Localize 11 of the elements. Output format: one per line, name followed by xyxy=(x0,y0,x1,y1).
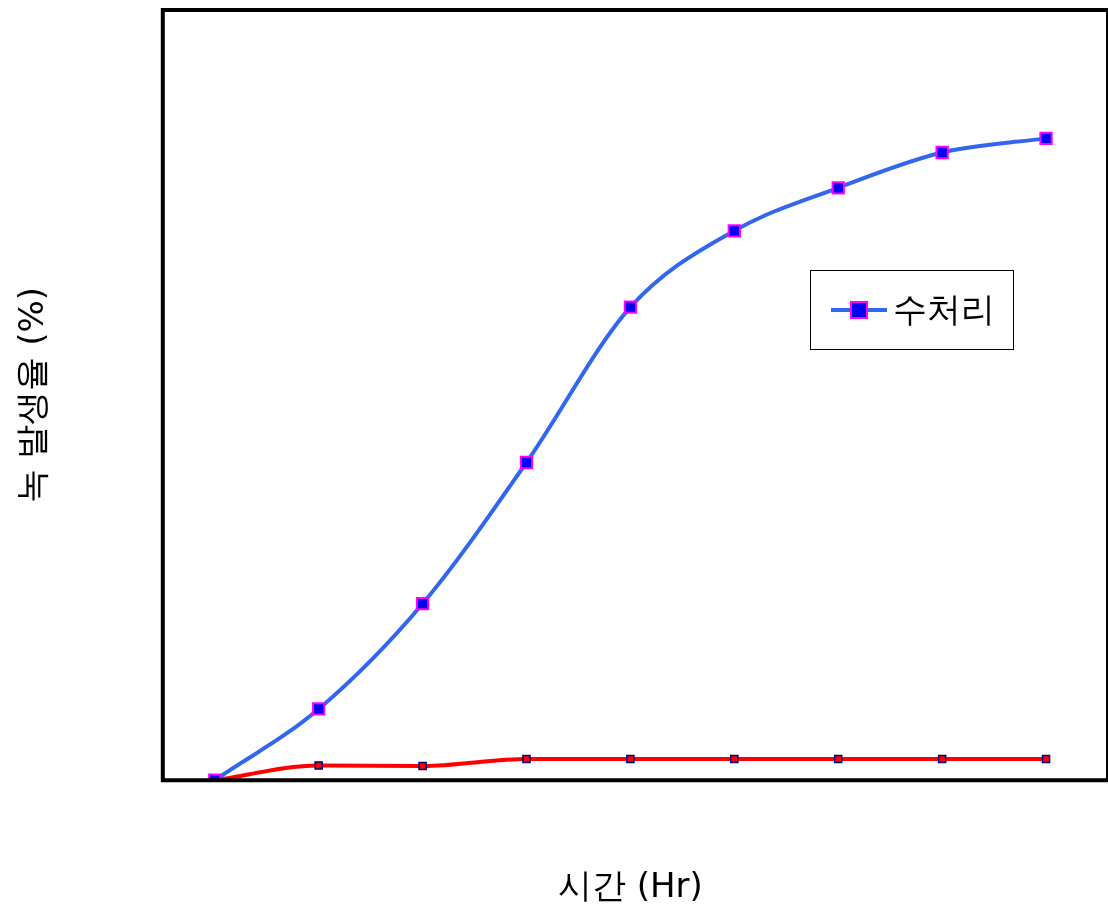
point xyxy=(833,754,843,764)
point xyxy=(314,761,323,770)
point xyxy=(626,754,635,764)
point xyxy=(937,754,947,764)
x-axis-title: 시간 (Hr) xyxy=(557,865,703,906)
point xyxy=(730,754,739,764)
legend-label: 수처리 xyxy=(893,288,995,331)
point xyxy=(1041,754,1051,764)
y-axis-title: 녹 발생율 (%) xyxy=(11,286,52,504)
point xyxy=(522,754,531,764)
point xyxy=(418,761,427,771)
